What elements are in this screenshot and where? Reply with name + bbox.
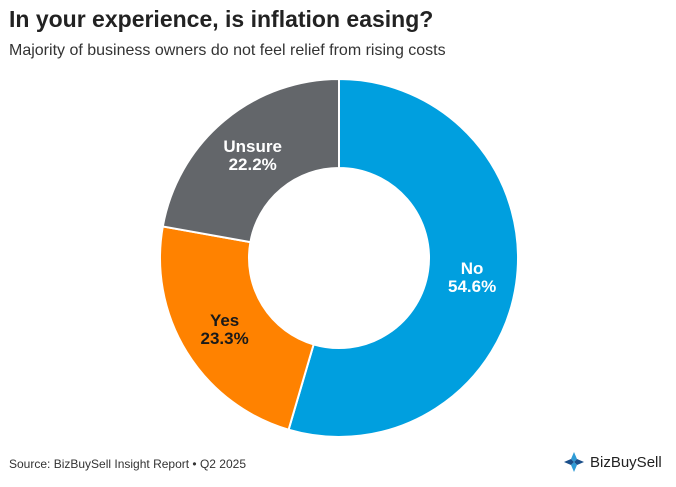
donut-slices bbox=[159, 77, 519, 438]
slice-label-yes: Yes bbox=[210, 311, 239, 330]
slice-no bbox=[287, 77, 519, 438]
slice-unsure bbox=[161, 77, 340, 244]
bizbuysell-logo-icon bbox=[564, 452, 584, 472]
brand-logo: BizBuySell bbox=[563, 451, 662, 473]
slice-value-unsure: 22.2% bbox=[229, 155, 277, 174]
source-note: Source: BizBuySell Insight Report • Q2 2… bbox=[9, 457, 246, 471]
slice-value-no: 54.6% bbox=[448, 277, 496, 296]
slice-label-unsure: Unsure bbox=[223, 137, 282, 156]
slice-value-yes: 23.3% bbox=[201, 329, 249, 348]
slice-yes bbox=[159, 225, 315, 431]
brand-name: BizBuySell bbox=[590, 453, 662, 471]
chart-subtitle: Majority of business owners do not feel … bbox=[9, 42, 446, 59]
slice-label-no: No bbox=[461, 259, 484, 278]
chart-title: In your experience, is inflation easing? bbox=[9, 6, 434, 32]
